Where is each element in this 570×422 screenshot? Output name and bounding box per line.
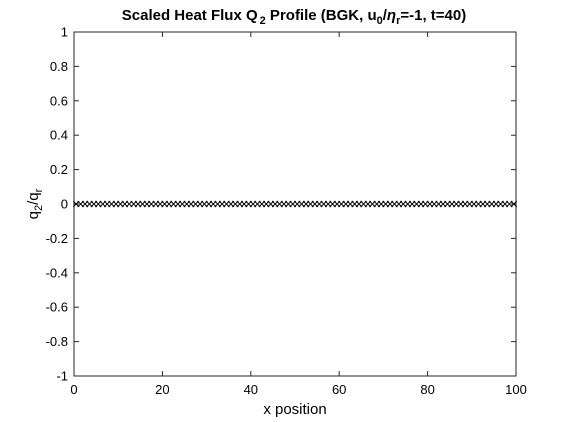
y-tick-label: 1 xyxy=(61,25,68,40)
x-tick-label: 40 xyxy=(244,382,258,397)
title-mid: Profile (BGK, u xyxy=(266,7,377,24)
title-sub-2: 2 xyxy=(260,15,266,27)
ylabel-sub-r: r xyxy=(33,188,45,192)
x-tick-label: 60 xyxy=(332,382,346,397)
x-tick-label: 20 xyxy=(155,382,169,397)
y-axis-label: q2/qr xyxy=(25,188,45,219)
title-slash: / xyxy=(383,7,388,24)
ylabel-q: q xyxy=(25,211,42,219)
ylabel-sub-2: 2 xyxy=(33,205,45,211)
x-tick-label: 80 xyxy=(420,382,434,397)
y-tick-label: -0.6 xyxy=(46,300,68,315)
y-tick-label: 0 xyxy=(61,197,68,212)
y-tick-label: -0.8 xyxy=(46,334,68,349)
y-tick-label: -0.4 xyxy=(46,265,68,280)
x-ticks: 0 20 40 60 80 100 xyxy=(70,32,527,397)
y-tick-label: 0.2 xyxy=(50,162,68,177)
title-pre: Scaled Heat Flux Q xyxy=(122,7,258,24)
title-sub-r: r xyxy=(396,15,401,27)
x-tick-label: 0 xyxy=(70,382,77,397)
plot-area xyxy=(73,31,517,377)
x-axis-label: x position xyxy=(263,401,326,418)
title-sub-0: 0 xyxy=(377,15,383,27)
title-eta: η xyxy=(387,7,396,24)
y-tick-label: -1 xyxy=(56,369,68,384)
title-post: =-1, t=40) xyxy=(400,7,466,24)
y-tick-label: -0.2 xyxy=(46,231,68,246)
y-tick-label: 0.8 xyxy=(50,59,68,74)
ylabel-slash-q: /q xyxy=(25,192,42,205)
data-markers xyxy=(72,200,518,208)
y-ticks: -1 -0.8 -0.6 -0.4 -0.2 0 0.2 0.4 0.6 0.8 1 xyxy=(46,25,516,384)
y-tick-label: 0.6 xyxy=(50,93,68,108)
x-tick-label: 100 xyxy=(505,382,527,397)
y-tick-label: 0.4 xyxy=(50,128,68,143)
data-point xyxy=(510,200,518,208)
